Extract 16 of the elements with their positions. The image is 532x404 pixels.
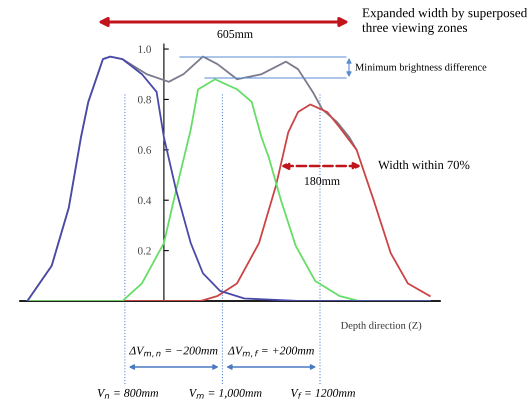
y-tick-label: 0.6 [138, 146, 152, 154]
ref-line-label: V$_{n}$ = 800mm [98, 388, 158, 399]
text: ΔV$_{m,n}$ = −200mm [128, 346, 218, 358]
annotation: 180mm [305, 176, 340, 185]
text: 605mm [217, 30, 253, 38]
y-tick-label: 1.0 [138, 46, 151, 54]
y-tick-label: 0.4 [138, 196, 152, 204]
annotation: Minimum brightness difference [355, 63, 486, 73]
y-tick-label: 0.2 [138, 247, 151, 255]
ref-line-label: V$_{m}$ = 1,000mm [189, 388, 262, 399]
x-axis-title: Depth direction (Z) [341, 322, 422, 332]
text: Expanded width by superposed three viewing zones [362, 8, 528, 35]
annotation: Width within 70% [378, 160, 470, 170]
ref-line-label: V$_{f}$ = 1200mm [291, 388, 356, 399]
text: ΔV$_{m,f}$ = +200mm [228, 346, 314, 358]
y-tick-label: 0.8 [138, 96, 151, 104]
